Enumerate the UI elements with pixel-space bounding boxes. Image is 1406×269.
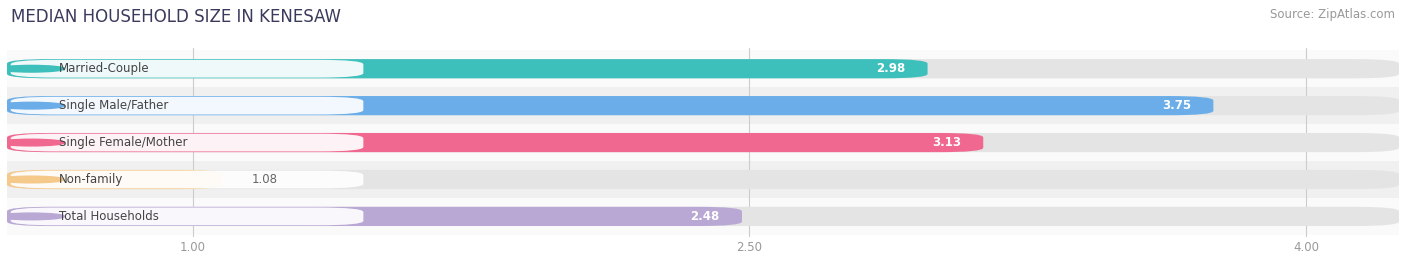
Text: Married-Couple: Married-Couple [59, 62, 149, 75]
FancyBboxPatch shape [7, 96, 1213, 115]
FancyBboxPatch shape [7, 133, 1399, 152]
FancyBboxPatch shape [0, 87, 1399, 124]
Text: 2.48: 2.48 [690, 210, 720, 223]
Circle shape [0, 176, 65, 183]
Text: Total Households: Total Households [59, 210, 159, 223]
FancyBboxPatch shape [7, 96, 1399, 115]
FancyBboxPatch shape [7, 133, 983, 152]
FancyBboxPatch shape [11, 60, 363, 77]
FancyBboxPatch shape [7, 207, 1399, 226]
FancyBboxPatch shape [11, 171, 363, 188]
Text: 2.98: 2.98 [876, 62, 905, 75]
Circle shape [0, 102, 65, 109]
FancyBboxPatch shape [0, 161, 1399, 198]
FancyBboxPatch shape [11, 97, 363, 115]
Text: Source: ZipAtlas.com: Source: ZipAtlas.com [1270, 8, 1395, 21]
FancyBboxPatch shape [11, 134, 363, 151]
FancyBboxPatch shape [7, 59, 928, 78]
FancyBboxPatch shape [0, 50, 1399, 87]
Text: Single Female/Mother: Single Female/Mother [59, 136, 187, 149]
Text: Single Male/Father: Single Male/Father [59, 99, 169, 112]
FancyBboxPatch shape [7, 170, 222, 189]
Text: Non-family: Non-family [59, 173, 124, 186]
FancyBboxPatch shape [7, 207, 742, 226]
Circle shape [0, 65, 65, 72]
Circle shape [0, 213, 65, 220]
Text: 1.08: 1.08 [252, 173, 278, 186]
FancyBboxPatch shape [7, 170, 1399, 189]
Text: MEDIAN HOUSEHOLD SIZE IN KENESAW: MEDIAN HOUSEHOLD SIZE IN KENESAW [11, 8, 342, 26]
Circle shape [0, 139, 65, 146]
Text: 3.75: 3.75 [1161, 99, 1191, 112]
FancyBboxPatch shape [0, 124, 1399, 161]
Text: 3.13: 3.13 [932, 136, 960, 149]
FancyBboxPatch shape [0, 198, 1399, 235]
FancyBboxPatch shape [11, 208, 363, 225]
FancyBboxPatch shape [7, 59, 1399, 78]
